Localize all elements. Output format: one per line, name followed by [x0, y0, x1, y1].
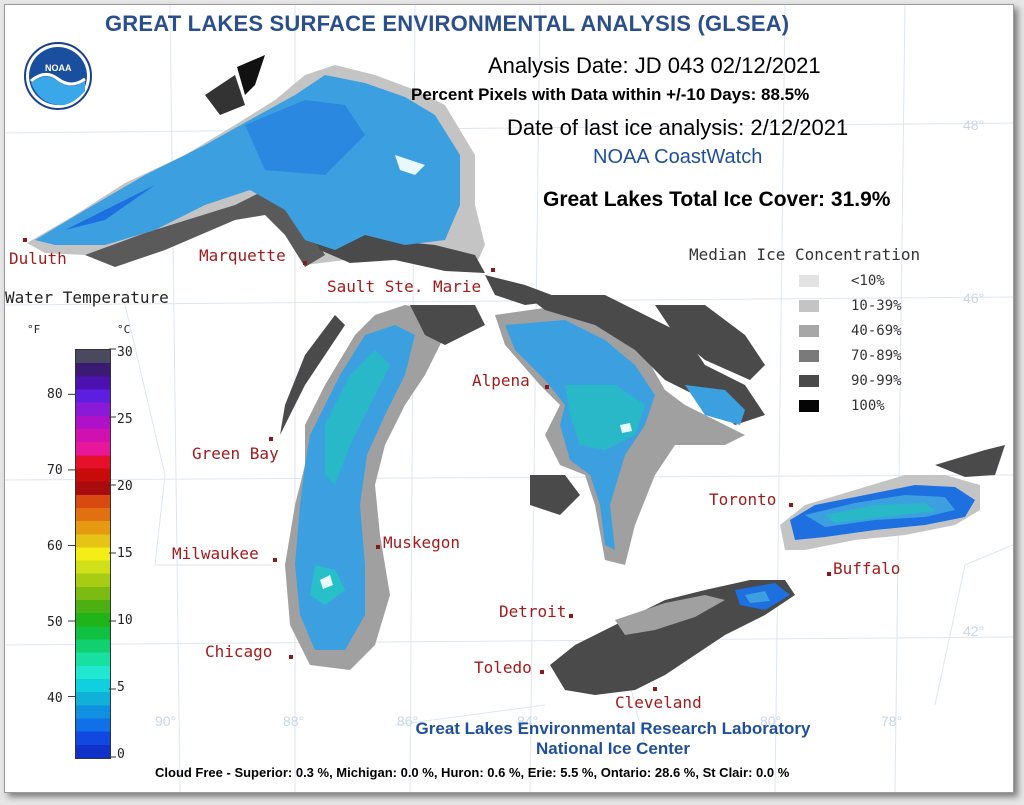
city-duluth: Duluth: [9, 249, 67, 268]
city-buffalo: Buffalo: [833, 559, 901, 578]
c-tick-label: 0: [117, 747, 125, 762]
city-toronto: Toronto: [709, 490, 777, 509]
ice-swatch: [799, 325, 819, 337]
total-ice-cover: Great Lakes Total Ice Cover: 31.9%: [543, 188, 891, 211]
ice-swatch: [799, 300, 819, 312]
coastwatch-label: NOAA CoastWatch: [593, 146, 763, 168]
c-tick-label: 10: [117, 613, 133, 628]
ice-legend-title: Median Ice Concentration: [689, 245, 921, 264]
lake-superior: [27, 55, 485, 273]
noaa-emblem-icon: [24, 42, 92, 110]
footer-glerl: Great Lakes Environmental Research Labor…: [415, 719, 811, 738]
lon-90-label: 90°: [155, 713, 177, 729]
ice-legend-label: 40-69%: [851, 323, 902, 339]
city-marker: [23, 238, 27, 242]
c-tick-label: 15: [117, 546, 133, 561]
city-cleveland: Cleveland: [615, 693, 702, 712]
f-tick-label: 40: [47, 691, 63, 706]
lon-84-label: 84°: [517, 713, 539, 729]
analysis-date: Analysis Date: JD 043 02/12/2021: [488, 53, 821, 78]
f-tick-label: 50: [47, 615, 63, 630]
city-marker: [540, 670, 544, 674]
lake-erie: [550, 580, 795, 695]
great-lakes-map: [5, 5, 1013, 792]
lon-80-label: 80°: [760, 713, 782, 729]
f-tick-label: 80: [47, 387, 63, 402]
city-alpena: Alpena: [472, 371, 530, 390]
city-detroit: Detroit: [499, 602, 567, 621]
city-chicago: Chicago: [205, 642, 273, 661]
lat-46-label: 46°: [963, 290, 985, 306]
ice-legend-label: 90-99%: [851, 373, 902, 389]
city-marker: [289, 655, 293, 659]
city-marker: [653, 687, 657, 691]
lat-42-label: 42°: [963, 623, 985, 639]
lake-michigan: [280, 305, 485, 670]
city-marquette: Marquette: [199, 246, 286, 265]
ice-swatch: [799, 350, 819, 362]
city-marker: [569, 614, 573, 618]
glsea-map-figure: 48° 46° 42° 90° 88° 86° 84° 80° 78° NOAA…: [4, 4, 1014, 793]
lon-86-label: 86°: [397, 713, 419, 729]
f-tick-label: 70: [47, 463, 63, 478]
percent-pixels: Percent Pixels with Data within +/-10 Da…: [411, 85, 810, 104]
c-tick-label: 30: [117, 345, 133, 360]
city-marker: [827, 572, 831, 576]
ice-swatch: [799, 275, 819, 287]
ice-legend-label: 10-39%: [851, 298, 902, 314]
unit-fahrenheit: °F: [27, 323, 41, 336]
cloud-free-stats: Cloud Free - Superior: 0.3 %, Michigan: …: [155, 765, 790, 780]
lat-48-label: 48°: [963, 117, 985, 133]
city-marker: [789, 503, 793, 507]
noaa-logo: NOAA: [23, 41, 93, 111]
lon-88-label: 88°: [283, 713, 305, 729]
colorbar-ticks: [68, 348, 116, 758]
ice-legend-label: 100%: [851, 398, 885, 414]
ice-swatch: [799, 400, 819, 412]
city-milwaukee: Milwaukee: [172, 544, 259, 563]
lon-78-label: 78°: [881, 713, 903, 729]
water-temp-title: Water Temperature: [5, 288, 169, 307]
city-muskegon: Muskegon: [383, 533, 461, 552]
f-tick-label: 60: [47, 539, 63, 554]
water-temp-colorbar: [75, 349, 111, 759]
ice-analysis-date: Date of last ice analysis: 2/12/2021: [507, 115, 849, 140]
city-marker: [269, 437, 273, 441]
c-tick-label: 20: [117, 479, 133, 494]
city-marker: [273, 558, 277, 562]
city-toledo: Toledo: [474, 658, 532, 677]
city-sault-ste-marie: Sault Ste. Marie: [327, 277, 482, 296]
city-marker: [376, 545, 380, 549]
noaa-logo-text: NOAA: [45, 63, 72, 73]
city-marker: [303, 261, 307, 265]
unit-celsius: °C: [117, 323, 131, 336]
ice-legend-label: 70-89%: [851, 348, 902, 364]
c-tick-label: 25: [117, 412, 133, 427]
footer-nic: National Ice Center: [536, 739, 690, 758]
lake-ontario: [780, 445, 1005, 550]
lake-huron: [485, 275, 765, 565]
city-marker: [545, 385, 549, 389]
city-marker: [491, 268, 495, 272]
ice-swatch: [799, 375, 819, 387]
ice-legend-label: <10%: [851, 273, 885, 289]
city-green-bay: Green Bay: [192, 444, 279, 463]
c-tick-label: 5: [117, 680, 125, 695]
page-title: GREAT LAKES SURFACE ENVIRONMENTAL ANALYS…: [105, 11, 790, 36]
